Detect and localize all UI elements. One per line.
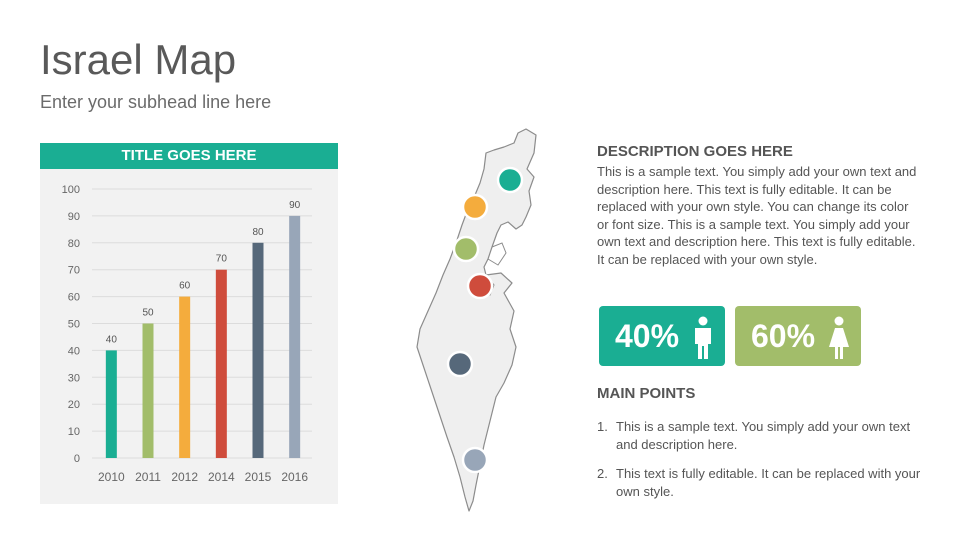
slide-subtitle: Enter your subhead line here — [40, 92, 272, 112]
bar-chart: 0 10 20 30 40 50 60 70 80 90 100 40 2010 50 2011 60 2012… — [62, 184, 312, 484]
data-label: 60 — [179, 281, 191, 292]
israel-outline — [416, 128, 537, 512]
teal-marker — [496, 166, 524, 194]
x-tick-label: 2010 — [98, 470, 125, 484]
y-tick-label: 10 — [68, 426, 80, 438]
main-points-list: 1. This is a sample text. You simply add… — [597, 418, 927, 512]
x-tick-label: 2012 — [171, 470, 198, 484]
list-number: 2. — [597, 466, 608, 481]
bar-chart-card: TITLE GOES HERE 0 10 20 30 40 50 60 70 80 90 100 40… — [40, 143, 338, 504]
male-stat-box: 40% — [599, 306, 725, 366]
y-tick-label: 40 — [68, 345, 80, 357]
inner-border-line — [487, 242, 507, 266]
data-label: 50 — [142, 308, 154, 319]
x-tick-label: 2015 — [245, 470, 272, 484]
green-marker — [452, 235, 480, 263]
data-label: 70 — [216, 254, 228, 265]
list-text: This is a sample text. You simply add yo… — [616, 419, 911, 452]
bar — [289, 215, 301, 458]
x-tick-label: 2011 — [135, 470, 161, 484]
orange-marker — [461, 193, 489, 221]
list-item: 2. This text is fully editable. It can b… — [597, 465, 927, 500]
y-tick-label: 0 — [74, 453, 80, 465]
x-tick-label: 2014 — [208, 470, 235, 484]
female-percentage: 60% — [751, 318, 816, 354]
y-tick-label: 80 — [68, 238, 80, 250]
israel-map — [416, 128, 537, 512]
bar — [215, 269, 227, 458]
male-percentage: 40% — [615, 318, 680, 354]
bar — [252, 242, 264, 458]
description-body: This is a sample text. You simply add yo… — [597, 164, 917, 267]
list-item: 1. This is a sample text. You simply add… — [597, 418, 927, 453]
slide-title: Israel Map — [40, 36, 237, 83]
bar — [179, 296, 191, 458]
bar — [142, 323, 154, 458]
y-tick-label: 60 — [68, 292, 80, 304]
y-tick-label: 100 — [62, 184, 80, 196]
list-text: This text is fully editable. It can be r… — [616, 466, 921, 499]
red-marker — [466, 272, 494, 300]
female-icon — [829, 316, 849, 359]
y-tick-label: 20 — [68, 399, 80, 411]
data-label: 90 — [289, 200, 301, 211]
y-tick-label: 30 — [68, 372, 80, 384]
description-title: DESCRIPTION GOES HERE — [597, 143, 793, 160]
male-icon — [695, 316, 711, 359]
y-tick-label: 50 — [68, 319, 80, 331]
main-points-title: MAIN POINTS — [597, 385, 696, 402]
navy-marker — [446, 350, 474, 378]
list-number: 1. — [597, 419, 608, 434]
chart-header: TITLE GOES HERE — [40, 143, 338, 169]
y-tick-label: 70 — [68, 265, 80, 277]
y-tick-label: 90 — [68, 211, 80, 223]
bar — [105, 350, 117, 458]
x-tick-label: 2016 — [281, 470, 308, 484]
data-label: 40 — [106, 334, 118, 345]
gray-marker — [461, 446, 489, 474]
data-label: 80 — [252, 227, 264, 238]
female-stat-box: 60% — [735, 306, 861, 366]
